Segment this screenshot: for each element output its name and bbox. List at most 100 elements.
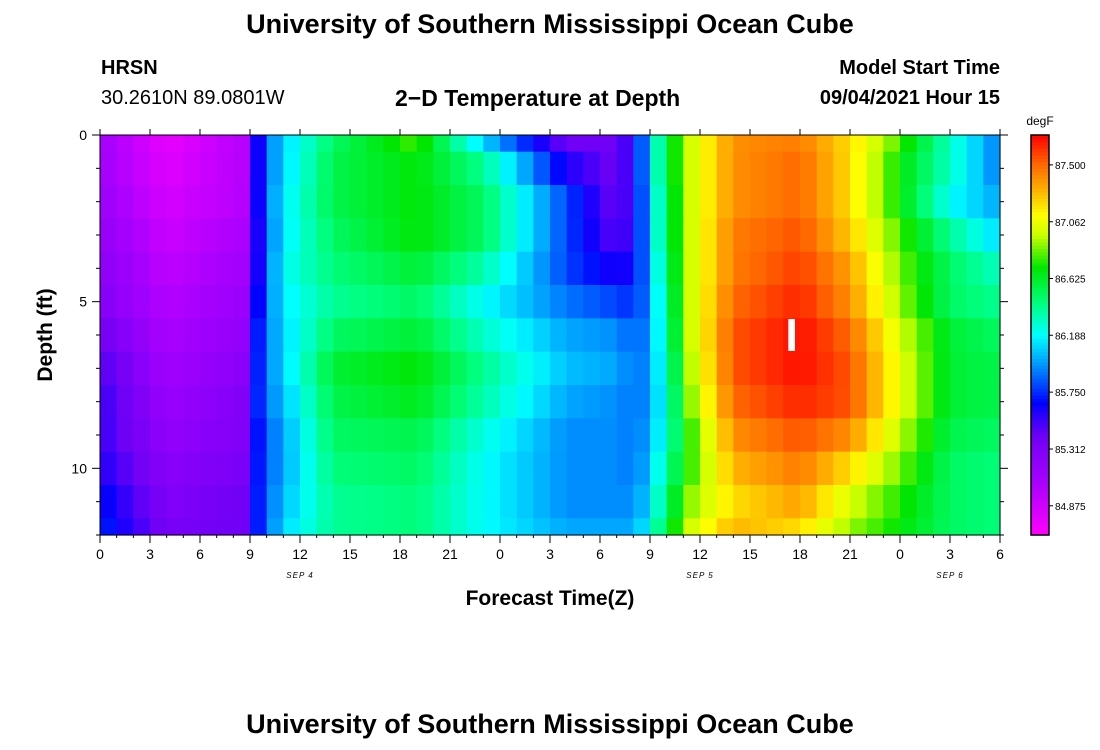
heatmap-cell	[600, 485, 618, 519]
heatmap-cell	[433, 185, 451, 219]
heatmap-cell	[150, 135, 168, 153]
heatmap-cell	[266, 418, 284, 453]
heatmap-cell	[483, 185, 501, 219]
y-tick-label: 0	[79, 127, 87, 143]
colorbar-segment	[1031, 285, 1049, 289]
heatmap-cell	[766, 385, 784, 419]
colorbar-segment	[1031, 381, 1049, 386]
colorbar-segment	[1031, 211, 1049, 216]
heatmap-cell	[866, 518, 884, 536]
heatmap-cell	[950, 451, 968, 486]
x-axis-label: Forecast Time(Z)	[466, 587, 635, 610]
colorbar-segment	[1031, 518, 1049, 523]
heatmap-cell	[350, 451, 368, 486]
heatmap-cell	[866, 451, 884, 486]
heatmap-cell	[400, 218, 418, 253]
heatmap-cell	[716, 485, 734, 519]
heatmap-cell	[200, 285, 218, 319]
heatmap-cell	[483, 218, 501, 253]
heatmap-cell	[933, 218, 951, 253]
heatmap-cell	[466, 135, 484, 153]
colorbar-segment	[1031, 335, 1049, 339]
heatmap-cell	[916, 418, 934, 453]
heatmap-cell	[650, 485, 668, 519]
heatmap-cell	[966, 135, 984, 153]
heatmap-cell	[833, 318, 851, 353]
heatmap-cell	[866, 351, 884, 386]
heatmap-cell	[333, 251, 351, 286]
heatmap-cell	[633, 418, 651, 453]
heatmap-cell	[316, 218, 334, 253]
heatmap-cell	[266, 485, 284, 519]
heatmap-cell	[466, 485, 484, 519]
heatmap-cell	[900, 418, 918, 453]
heatmap-cell	[166, 251, 184, 286]
heatmap-cell	[266, 135, 284, 153]
heatmap-cell	[466, 218, 484, 253]
heatmap-cell	[516, 485, 534, 519]
heatmap-cell	[633, 385, 651, 419]
colorbar-segment	[1031, 215, 1049, 219]
heatmap-cell	[366, 151, 384, 186]
heatmap-cell	[983, 218, 1001, 253]
heatmap-cell	[833, 151, 851, 186]
heatmap-cell	[866, 285, 884, 319]
heatmap-cell	[366, 351, 384, 386]
heatmap-cell	[766, 185, 784, 219]
heatmap-cell	[366, 485, 384, 519]
heatmap-cell	[400, 418, 418, 453]
heatmap-cell	[650, 285, 668, 319]
heatmap-cell	[216, 135, 234, 153]
heatmap-cell	[483, 518, 501, 536]
heatmap-cell	[783, 135, 801, 153]
heatmap-cell	[633, 451, 651, 486]
heatmap-cell	[350, 485, 368, 519]
heatmap-cell	[366, 218, 384, 253]
heatmap-cell	[700, 185, 718, 219]
heatmap-cell	[283, 218, 301, 253]
heatmap-cell	[466, 385, 484, 419]
heatmap-cell	[300, 485, 318, 519]
heatmap-cell	[916, 251, 934, 286]
heatmap-cell	[666, 285, 684, 319]
heatmap-cell	[300, 451, 318, 486]
heatmap-cell	[416, 485, 434, 519]
heatmap-cell	[850, 385, 868, 419]
heatmap-cell	[483, 485, 501, 519]
heatmap-cell	[766, 285, 784, 319]
heatmap-cell	[816, 251, 834, 286]
heatmap-cell	[583, 318, 601, 353]
heatmap-cell	[266, 185, 284, 219]
heatmap-cell	[350, 385, 368, 419]
colorbar-segment	[1031, 361, 1049, 366]
heatmap-cell	[800, 135, 818, 153]
heatmap-cell	[766, 351, 784, 386]
heatmap-cell	[400, 135, 418, 153]
heatmap-cell	[516, 518, 534, 536]
heatmap-cell	[550, 385, 568, 419]
heatmap-cell	[800, 385, 818, 419]
heatmap-cell	[733, 418, 751, 453]
heatmap-cell	[916, 151, 934, 186]
heatmap-cell	[283, 418, 301, 453]
heatmap-cell	[500, 251, 518, 286]
colorbar-segment	[1031, 321, 1049, 326]
heatmap-cell	[700, 451, 718, 486]
heatmap-cell	[950, 151, 968, 186]
heatmap-cell	[783, 351, 801, 386]
heatmap-cell	[683, 418, 701, 453]
heatmap-cell	[916, 135, 934, 153]
heatmap-cell	[316, 451, 334, 486]
heatmap-cell	[200, 518, 218, 536]
colorbar-segment	[1031, 441, 1049, 446]
heatmap-cell	[100, 285, 118, 319]
heatmap-cell	[883, 518, 901, 536]
heatmap-cell	[866, 151, 884, 186]
heatmap-cell	[733, 135, 751, 153]
heatmap-cell	[783, 185, 801, 219]
colorbar-segment	[1031, 408, 1049, 413]
heatmap-cell	[466, 285, 484, 319]
heatmap-cell	[350, 285, 368, 319]
colorbar-segment	[1031, 135, 1049, 139]
heatmap-cell	[400, 151, 418, 186]
